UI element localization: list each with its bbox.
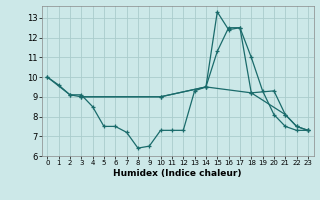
X-axis label: Humidex (Indice chaleur): Humidex (Indice chaleur)	[113, 169, 242, 178]
